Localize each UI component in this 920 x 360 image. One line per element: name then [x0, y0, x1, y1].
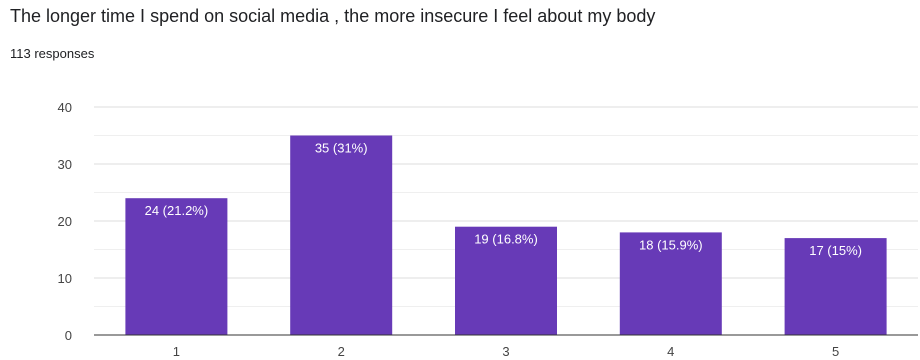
gridlines — [94, 106, 918, 307]
data-label-2: 35 (31%) — [315, 141, 368, 156]
x-tick-label-4: 4 — [667, 344, 674, 359]
x-tick-label-2: 2 — [338, 344, 345, 359]
y-axis-ticks: 0 10 20 30 40 — [58, 100, 72, 343]
data-label-1: 24 (21.2%) — [145, 203, 209, 218]
bar-1 — [125, 198, 228, 335]
y-tick-label: 20 — [58, 214, 72, 229]
bar-2 — [290, 135, 393, 335]
x-tick-label-5: 5 — [832, 344, 839, 359]
y-tick-label: 40 — [58, 100, 72, 115]
y-tick-label: 10 — [58, 271, 72, 286]
x-axis-ticks: 1 2 3 4 5 — [173, 344, 839, 359]
bars — [125, 135, 887, 335]
chart-question-title: The longer time I spend on social media … — [10, 6, 656, 26]
response-count: 113 responses — [10, 46, 95, 61]
y-tick-label: 0 — [65, 328, 72, 343]
data-labels: 24 (21.2%) 35 (31%) 19 (16.8%) 18 (15.9%) 17… — [145, 141, 862, 259]
x-tick-label-1: 1 — [173, 344, 180, 359]
data-label-4: 18 (15.9%) — [639, 237, 703, 252]
bar-4 — [619, 232, 722, 335]
bar-5 — [784, 238, 887, 335]
y-tick-label: 30 — [58, 157, 72, 172]
x-tick-label-3: 3 — [502, 344, 509, 359]
bar-3 — [455, 226, 557, 335]
data-label-3: 19 (16.8%) — [474, 232, 538, 247]
data-label-5: 17 (15%) — [809, 243, 862, 258]
